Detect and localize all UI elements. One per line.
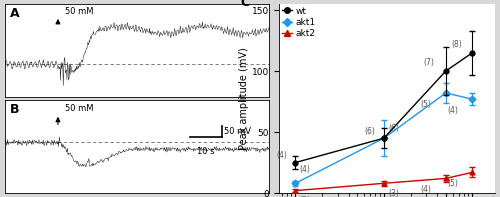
Text: (4): (4) — [421, 185, 432, 194]
Text: (5): (5) — [448, 179, 458, 188]
Text: A: A — [10, 7, 20, 20]
Text: (3): (3) — [300, 196, 310, 197]
Text: (4): (4) — [276, 151, 287, 160]
Text: 50 mM: 50 mM — [64, 7, 93, 16]
Text: 10 s: 10 s — [197, 147, 214, 156]
Text: (4): (4) — [448, 106, 458, 115]
Text: B: B — [10, 103, 20, 116]
Text: (3): (3) — [388, 189, 399, 197]
Text: C: C — [240, 0, 249, 9]
Text: (6): (6) — [388, 124, 399, 133]
Text: (6): (6) — [364, 127, 376, 136]
Text: (7): (7) — [424, 59, 434, 68]
Text: 50 mM: 50 mM — [64, 104, 93, 113]
Text: (5): (5) — [421, 100, 432, 109]
Text: 50 mV: 50 mV — [224, 127, 252, 136]
Text: (8): (8) — [452, 40, 462, 49]
Text: (4): (4) — [300, 165, 310, 174]
Legend: wt, akt1, akt2: wt, akt1, akt2 — [282, 7, 316, 38]
Y-axis label: Peak amplitude (mV): Peak amplitude (mV) — [239, 47, 249, 150]
